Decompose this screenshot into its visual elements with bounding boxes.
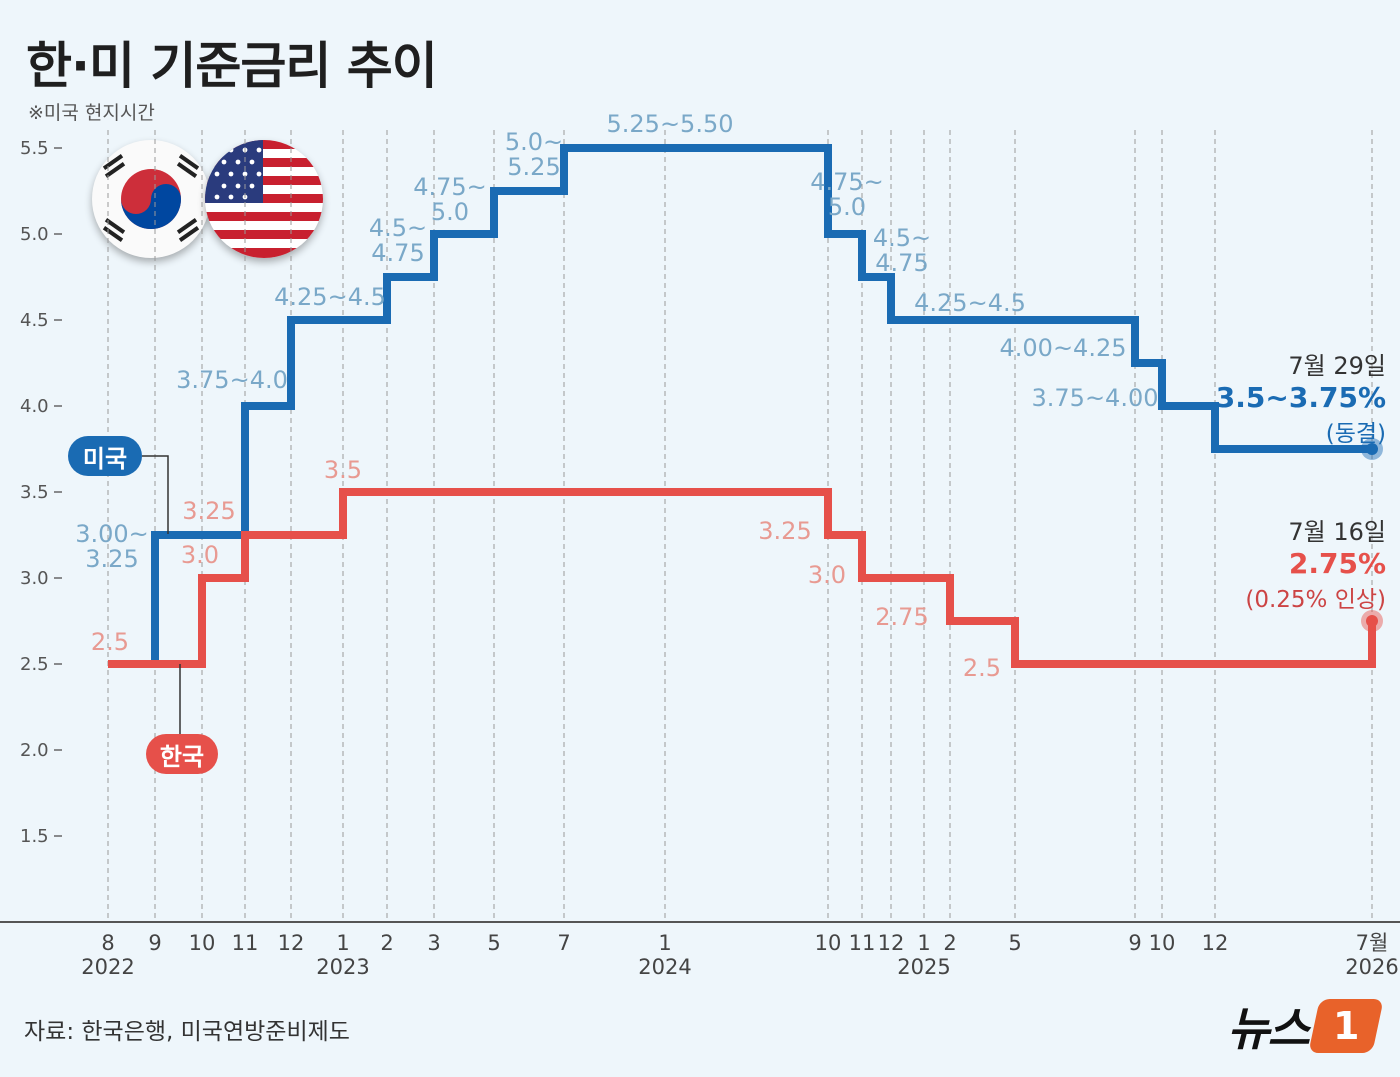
- x-tick-label: 2: [380, 931, 393, 955]
- us-annotation: 7월 29일 3.5~3.75% (동결): [1216, 346, 1386, 448]
- us-step-label: 5.25~5.50: [607, 110, 734, 138]
- y-tick-label: 3.0: [20, 568, 49, 589]
- x-tick-label: 9: [148, 931, 161, 955]
- y-tick-label: 1.5: [20, 826, 49, 847]
- us-step-label: 5.0~: [505, 128, 563, 156]
- us-step-label: 5.0: [431, 198, 469, 226]
- y-tick-label: 2.0: [20, 740, 49, 761]
- legend-kr: 한국: [146, 734, 218, 774]
- x-tick-label: 8: [101, 931, 114, 955]
- us-annotation-date: 7월 29일: [1288, 352, 1386, 380]
- kr-step-label: 2.75: [875, 603, 928, 631]
- us-step-label: 4.75: [371, 239, 424, 267]
- x-year-label: 2025: [897, 955, 950, 979]
- x-tick-label: 1: [336, 931, 349, 955]
- x-tick-label: 1: [917, 931, 930, 955]
- logo-badge-text: 1: [1332, 1004, 1360, 1048]
- us-step-label: 3.25: [85, 545, 138, 573]
- us-annotation-sub: (동결): [1325, 421, 1386, 447]
- us-step-label: 4.5~: [369, 214, 427, 242]
- x-tick-label: 5: [487, 931, 500, 955]
- y-tick-label: 4.0: [20, 396, 49, 417]
- x-tick-label: 12: [278, 931, 305, 955]
- news1-logo: 뉴스 1: [1227, 995, 1384, 1057]
- y-tick-label: 5.5: [20, 138, 49, 159]
- y-tick-label: 4.5: [20, 310, 49, 331]
- x-tick-label: 11: [232, 931, 259, 955]
- kr-step-label: 3.25: [182, 497, 235, 525]
- x-tick-label: 12: [878, 931, 905, 955]
- kr-step-label: 2.5: [91, 628, 129, 656]
- kr-rate-line: [108, 488, 1376, 668]
- chart-note: ※미국 현지시간: [28, 102, 155, 124]
- x-tick-label: 10: [815, 931, 842, 955]
- kr-step-label: 3.5: [324, 456, 362, 484]
- kr-step-label: 3.0: [181, 541, 219, 569]
- us-step-label: 3.00~: [75, 520, 149, 548]
- kr-annotation-sub: (0.25% 인상): [1245, 587, 1386, 613]
- x-year-label: 2024: [638, 955, 691, 979]
- us-step-label: 4.00~4.25: [1000, 334, 1127, 362]
- x-tick-label: 7월: [1356, 931, 1389, 955]
- y-tick-label: 5.0: [20, 224, 49, 245]
- usa-flag-icon: [205, 140, 323, 258]
- x-year-label: 2023: [316, 955, 369, 979]
- legend-us-leader: [142, 455, 169, 534]
- us-step-label: 4.25~4.5: [274, 283, 386, 311]
- us-step-label: 4.75: [875, 249, 928, 277]
- us-step-label: 5.0: [828, 193, 866, 221]
- us-step-label: 4.25~4.5: [914, 289, 1026, 317]
- kr-annotation: 7월 16일 2.75% (0.25% 인상): [1245, 512, 1386, 614]
- legend-us: 미국: [68, 436, 142, 476]
- us-step-label: 4.75~: [810, 168, 884, 196]
- chart-title: 한·미 기준금리 추이: [26, 37, 438, 95]
- korea-flag-icon: [92, 140, 210, 258]
- x-tick-label: 10: [1149, 931, 1176, 955]
- x-tick-label: 1: [658, 931, 671, 955]
- logo-text: 뉴스: [1227, 1002, 1310, 1056]
- x-tick-label: 12: [1202, 931, 1229, 955]
- us-step-label: 4.75~: [413, 173, 487, 201]
- x-tick-label: 11: [849, 931, 876, 955]
- us-step-label: 5.25: [507, 153, 560, 181]
- x-tick-label: 10: [189, 931, 216, 955]
- kr-end-marker: [1366, 615, 1378, 627]
- us-rate-line: [151, 144, 1372, 664]
- kr-annotation-date: 7월 16일: [1288, 518, 1386, 546]
- x-tick-label: 7: [557, 931, 570, 955]
- x-tick-label: 3: [427, 931, 440, 955]
- x-tick-label: 2: [943, 931, 956, 955]
- x-tick-label: 9: [1128, 931, 1141, 955]
- us-annotation-value: 3.5~3.75%: [1215, 381, 1386, 414]
- kr-step-label: 2.5: [963, 654, 1001, 682]
- kr-annotation-value: 2.75%: [1288, 547, 1386, 580]
- x-tick-label: 5: [1008, 931, 1021, 955]
- y-tick-label: 3.5: [20, 482, 49, 503]
- kr-step-label: 3.25: [758, 517, 811, 545]
- x-year-label: 2022: [81, 955, 134, 979]
- source-note: 자료: 한국은행, 미국연방준비제도: [24, 1019, 350, 1045]
- us-end-marker: [1366, 443, 1378, 455]
- us-step-label: 4.5~: [873, 224, 931, 252]
- us-step-label: 3.75~4.0: [176, 366, 288, 394]
- y-tick-label: 2.5: [20, 654, 49, 675]
- x-year-label: 2026: [1345, 955, 1398, 979]
- kr-step-label: 3.0: [808, 561, 846, 589]
- logo-badge-icon: 1: [1308, 999, 1384, 1053]
- us-step-label: 3.75~4.00: [1032, 384, 1159, 412]
